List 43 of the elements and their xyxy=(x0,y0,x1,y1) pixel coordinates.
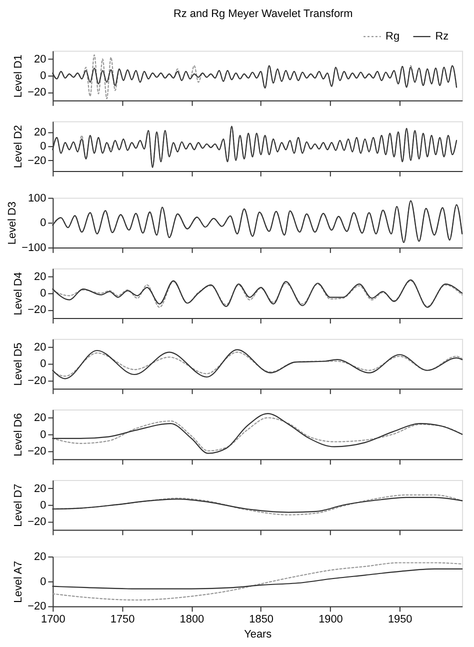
x-axis-title: Years xyxy=(244,628,272,641)
y-tick-label: 20 xyxy=(34,482,46,495)
chart-title: Rz and Rg Meyer Wavelet Transform xyxy=(174,8,353,20)
y-axis-title: Level D4 xyxy=(12,272,25,316)
legend-label: Rz xyxy=(435,30,449,43)
y-tick-label: 20 xyxy=(34,342,46,354)
y-tick-label: 20 xyxy=(34,271,46,284)
y-tick-label: 0 xyxy=(40,576,46,588)
y-axis-title: Level D3 xyxy=(6,202,19,245)
y-tick-label: 20 xyxy=(34,412,46,424)
y-tick-label: 20 xyxy=(34,126,46,138)
y-axis-title: Level A7 xyxy=(12,560,25,603)
y-tick-label: −20 xyxy=(28,600,46,613)
y-axis-title: Level D2 xyxy=(12,125,25,168)
y-tick-label: −20 xyxy=(28,374,46,387)
line-series xyxy=(52,562,463,601)
y-tick-label: 0 xyxy=(40,428,46,441)
y-axis-title: Level D1 xyxy=(12,54,25,98)
x-tick-label: 1750 xyxy=(110,614,135,626)
x-tick-label: 1950 xyxy=(388,614,412,626)
y-tick-label: 0 xyxy=(40,288,46,300)
legend-label: Rg xyxy=(386,30,400,43)
y-tick-label: 100 xyxy=(28,192,46,204)
y-tick-label: −20 xyxy=(28,154,46,167)
y-tick-label: −20 xyxy=(28,304,46,316)
y-tick-label: 0 xyxy=(40,217,46,230)
x-tick-label: 1850 xyxy=(249,614,274,626)
x-tick-label: 1900 xyxy=(318,614,343,626)
y-tick-label: −20 xyxy=(28,86,46,99)
y-tick-label: 20 xyxy=(34,53,46,66)
y-tick-label: −20 xyxy=(28,516,46,528)
y-axis-title: Level D6 xyxy=(12,413,25,456)
y-axis-title: Level D7 xyxy=(12,484,25,527)
x-tick-label: 1800 xyxy=(180,614,204,626)
y-tick-label: 0 xyxy=(40,499,46,512)
x-tick-label: 1700 xyxy=(41,614,66,626)
y-tick-label: −20 xyxy=(28,445,46,458)
y-tick-label: 0 xyxy=(40,358,46,370)
y-tick-label: 20 xyxy=(34,551,46,564)
y-tick-label: 0 xyxy=(40,70,46,82)
y-axis-title: Level D5 xyxy=(12,342,25,386)
y-tick-label: −100 xyxy=(22,242,46,254)
y-tick-label: 0 xyxy=(40,140,46,153)
